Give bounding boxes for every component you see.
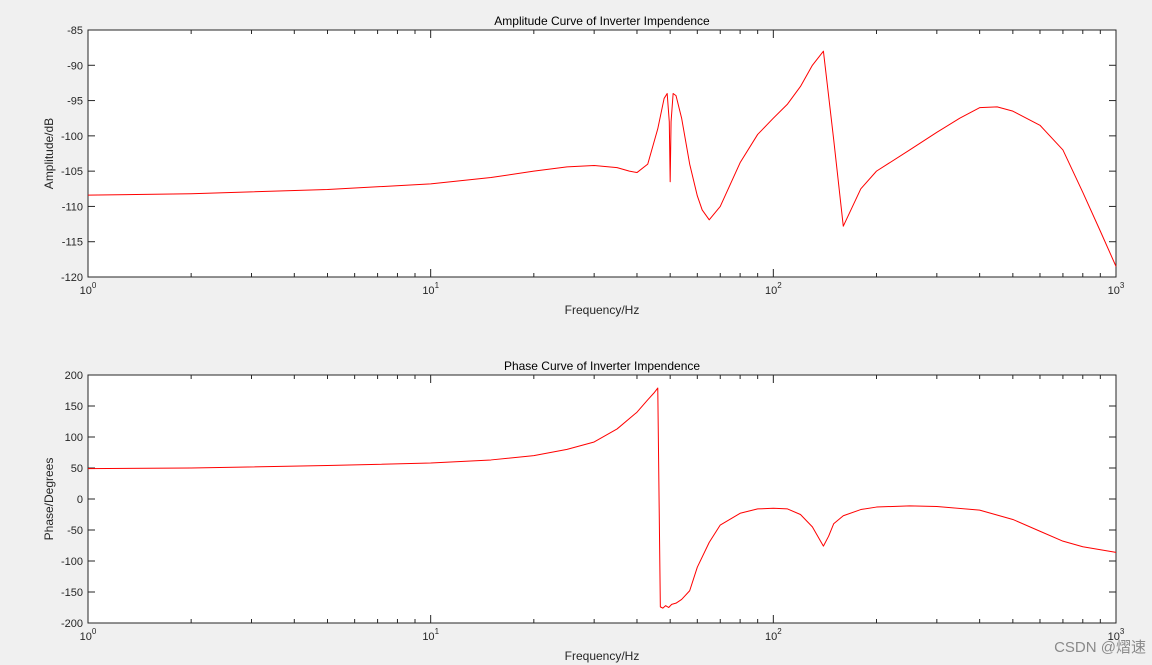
phase-y-tick-label: -100	[61, 556, 83, 568]
amplitude-x-tick-label: 103	[1108, 281, 1125, 297]
amplitude-y-tick-label: -100	[61, 131, 83, 143]
amplitude-plot-area	[87, 29, 1117, 278]
phase-y-axis-label: Phase/Degrees	[42, 458, 56, 541]
phase-y-tick-label: -200	[61, 618, 83, 630]
amplitude-y-tick-label: -105	[61, 166, 83, 178]
amplitude-y-axis-label: Amplitude/dB	[42, 118, 56, 189]
phase-x-tick-label: 103	[1108, 627, 1125, 643]
amplitude-y-tick-label: -85	[67, 25, 83, 37]
phase-x-tick-label: 100	[80, 627, 97, 643]
amplitude-y-tick-label: -90	[67, 60, 83, 72]
phase-x-tick-label: 102	[765, 627, 782, 643]
amplitude-chart-title: Amplitude Curve of Inverter Impendence	[494, 14, 710, 28]
phase-chart: Phase Curve of Inverter Impendence Frequ…	[42, 359, 1125, 663]
amplitude-y-tick-label: -110	[62, 201, 83, 213]
phase-plot-area	[87, 374, 1117, 624]
phase-y-tick-label: 150	[65, 401, 83, 413]
phase-x-axis-label: Frequency/Hz	[565, 649, 640, 663]
phase-curve	[87, 387, 1117, 609]
phase-y-tick-label: -150	[61, 587, 83, 599]
phase-y-tick-label: -50	[67, 525, 83, 537]
amplitude-x-tick-label: 100	[80, 281, 97, 297]
phase-y-tick-label: 100	[65, 432, 83, 444]
amplitude-y-tick-label: -95	[67, 96, 83, 108]
phase-y-tick-label: 0	[77, 494, 83, 506]
amplitude-chart: Amplitude Curve of Inverter Impendence F…	[42, 14, 1125, 317]
amplitude-x-tick-label: 102	[765, 281, 782, 297]
amplitude-y-tick-label: -120	[61, 272, 83, 284]
phase-chart-title: Phase Curve of Inverter Impendence	[504, 359, 700, 373]
phase-y-tick-label: 200	[65, 370, 83, 382]
watermark: CSDN @熠速	[1054, 639, 1146, 656]
amplitude-x-tick-label: 101	[422, 281, 439, 297]
amplitude-curve	[87, 50, 1117, 267]
amplitude-series	[87, 50, 1117, 267]
phase-y-tick-label: 50	[71, 463, 83, 475]
amplitude-x-axis-label: Frequency/Hz	[565, 303, 640, 317]
amplitude-y-tick-label: -115	[62, 237, 83, 249]
phase-x-tick-label: 101	[422, 627, 439, 643]
phase-series	[87, 387, 1117, 609]
